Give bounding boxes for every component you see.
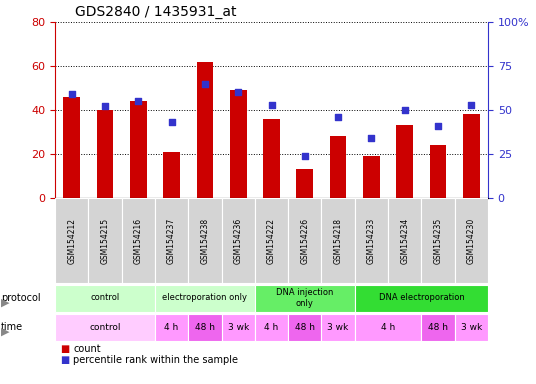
Bar xyxy=(122,198,155,283)
Bar xyxy=(355,285,488,311)
Text: GSM154216: GSM154216 xyxy=(134,217,143,263)
Text: GSM154238: GSM154238 xyxy=(200,217,210,263)
Bar xyxy=(322,198,355,283)
Bar xyxy=(421,198,455,283)
Text: protocol: protocol xyxy=(1,293,41,303)
Point xyxy=(267,102,276,108)
Text: ■: ■ xyxy=(60,355,69,365)
Bar xyxy=(163,152,180,198)
Bar xyxy=(155,198,188,283)
Point xyxy=(167,119,176,126)
Bar xyxy=(330,136,346,198)
Point xyxy=(101,103,109,109)
Point xyxy=(200,81,209,87)
Text: 3 wk: 3 wk xyxy=(461,323,482,332)
Point xyxy=(234,89,242,96)
Bar xyxy=(255,198,288,283)
Point xyxy=(68,91,76,97)
Text: GSM154233: GSM154233 xyxy=(367,217,376,264)
Text: ▶: ▶ xyxy=(1,327,10,337)
Bar xyxy=(230,90,247,198)
Text: GDS2840 / 1435931_at: GDS2840 / 1435931_at xyxy=(75,5,236,19)
Point xyxy=(467,102,475,108)
Text: control: control xyxy=(89,323,121,332)
Bar xyxy=(221,314,255,341)
Text: 4 h: 4 h xyxy=(381,323,395,332)
Point xyxy=(434,123,442,129)
Bar xyxy=(130,101,147,198)
Bar xyxy=(288,198,322,283)
Text: control: control xyxy=(91,293,120,303)
Bar xyxy=(355,314,421,341)
Text: 3 wk: 3 wk xyxy=(327,323,349,332)
Bar xyxy=(455,314,488,341)
Text: GSM154230: GSM154230 xyxy=(467,217,476,264)
Text: GSM154215: GSM154215 xyxy=(100,217,109,263)
Text: GSM154226: GSM154226 xyxy=(300,217,309,263)
Bar xyxy=(388,198,421,283)
Text: GSM154222: GSM154222 xyxy=(267,217,276,263)
Text: percentile rank within the sample: percentile rank within the sample xyxy=(73,355,239,365)
Bar xyxy=(322,314,355,341)
Text: GSM154235: GSM154235 xyxy=(434,217,443,264)
Bar xyxy=(63,97,80,198)
Text: GSM154236: GSM154236 xyxy=(234,217,243,264)
Text: ■: ■ xyxy=(60,344,69,354)
Text: 4 h: 4 h xyxy=(165,323,178,332)
Bar xyxy=(296,169,313,198)
Point xyxy=(400,107,409,113)
Text: GSM154237: GSM154237 xyxy=(167,217,176,264)
Text: 3 wk: 3 wk xyxy=(228,323,249,332)
Text: 48 h: 48 h xyxy=(428,323,448,332)
Point xyxy=(134,98,143,104)
Bar xyxy=(88,198,122,283)
Bar xyxy=(255,285,355,311)
Bar xyxy=(155,314,188,341)
Bar xyxy=(263,119,280,198)
Text: DNA injection
only: DNA injection only xyxy=(276,288,333,308)
Bar xyxy=(221,198,255,283)
Bar xyxy=(397,126,413,198)
Bar xyxy=(255,314,288,341)
Bar xyxy=(55,198,88,283)
Text: DNA electroporation: DNA electroporation xyxy=(378,293,464,303)
Bar xyxy=(455,198,488,283)
Bar xyxy=(188,314,221,341)
Text: electroporation only: electroporation only xyxy=(162,293,248,303)
Point xyxy=(367,135,376,141)
Bar xyxy=(421,314,455,341)
Text: GSM154212: GSM154212 xyxy=(67,217,76,263)
Bar xyxy=(96,110,113,198)
Point xyxy=(334,114,343,120)
Point xyxy=(301,153,309,159)
Text: time: time xyxy=(1,323,23,333)
Bar xyxy=(197,61,213,198)
Text: GSM154234: GSM154234 xyxy=(400,217,409,264)
Bar xyxy=(188,198,221,283)
Text: count: count xyxy=(73,344,101,354)
Bar xyxy=(463,114,480,198)
Bar xyxy=(288,314,322,341)
Bar xyxy=(430,145,446,198)
Bar xyxy=(363,156,379,198)
Bar xyxy=(355,198,388,283)
Text: 4 h: 4 h xyxy=(264,323,279,332)
Bar xyxy=(55,285,155,311)
Text: 48 h: 48 h xyxy=(195,323,215,332)
Bar xyxy=(155,285,255,311)
Text: ▶: ▶ xyxy=(1,298,10,308)
Bar xyxy=(55,314,155,341)
Text: 48 h: 48 h xyxy=(295,323,315,332)
Text: GSM154218: GSM154218 xyxy=(333,217,343,263)
